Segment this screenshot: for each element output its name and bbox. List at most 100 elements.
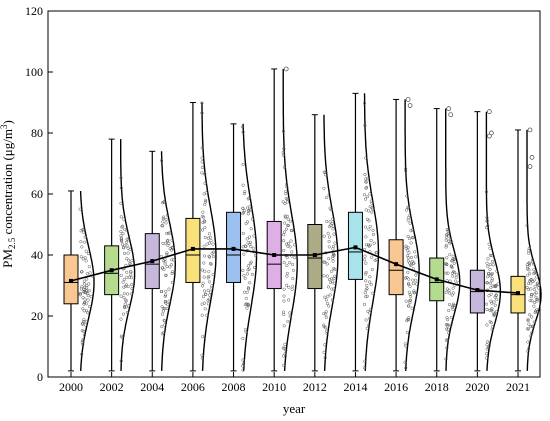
scatter-point-2004 xyxy=(165,231,169,235)
scatter-point-2016 xyxy=(405,330,409,335)
outlier-2018 xyxy=(448,112,454,118)
scatter-point-2014 xyxy=(371,291,375,295)
scatter-point-2016 xyxy=(409,255,414,260)
scatter-point-2010 xyxy=(293,243,297,247)
scatter-point-2000 xyxy=(82,287,86,291)
scatter-point-2018 xyxy=(444,338,448,342)
scatter-point-2010 xyxy=(288,245,292,249)
x-tick-label-2020: 2020 xyxy=(465,380,489,394)
scatter-point-2008 xyxy=(244,244,248,248)
scatter-point-2021 xyxy=(533,271,537,275)
scatter-point-2014 xyxy=(362,366,367,370)
scatter-point-2010 xyxy=(285,197,290,201)
scatter-point-2008 xyxy=(248,281,252,285)
scatter-point-2004 xyxy=(172,258,176,262)
scatter-point-2002 xyxy=(120,225,124,229)
scatter-point-2020 xyxy=(487,242,491,246)
scatter-point-2004 xyxy=(161,220,165,224)
scatter-point-2000 xyxy=(83,291,87,295)
density-curve-2012 xyxy=(323,114,339,371)
scatter-point-2004 xyxy=(170,258,174,262)
scatter-point-2004 xyxy=(165,252,169,256)
scatter-point-2008 xyxy=(246,212,250,216)
scatter-point-2021 xyxy=(529,334,533,338)
scatter-point-2021 xyxy=(528,272,532,276)
scatter-point-2014 xyxy=(364,235,368,239)
scatter-point-2004 xyxy=(163,323,167,327)
scatter-point-2002 xyxy=(119,359,123,363)
y-tick-label-60: 60 xyxy=(31,187,43,201)
scatter-point-2012 xyxy=(325,301,329,306)
y-tick-label-40: 40 xyxy=(31,248,43,262)
scatter-point-2000 xyxy=(83,297,87,301)
scatter-point-2018 xyxy=(445,346,449,350)
scatter-point-2010 xyxy=(283,221,287,225)
mean-marker-2016 xyxy=(394,262,399,267)
scatter-point-2006 xyxy=(203,307,207,311)
scatter-point-2004 xyxy=(171,270,175,274)
x-axis-label: year xyxy=(283,401,306,416)
scatter-point-2020 xyxy=(484,226,489,230)
scatter-point-2004 xyxy=(160,312,164,316)
scatter-point-2006 xyxy=(206,276,210,280)
scatter-point-2008 xyxy=(244,296,248,300)
scatter-point-2002 xyxy=(124,299,128,303)
scatter-point-2021 xyxy=(533,284,537,288)
scatter-point-2006 xyxy=(200,268,204,272)
scatter-point-2016 xyxy=(407,251,411,255)
scatter-layer xyxy=(78,68,542,372)
scatter-point-2021 xyxy=(530,293,534,297)
scatter-point-2002 xyxy=(126,304,131,308)
y-label-rest: concentration (μg/m xyxy=(0,129,15,238)
scatter-point-2021 xyxy=(530,331,534,335)
scatter-point-2021 xyxy=(532,278,536,282)
scatter-point-2021 xyxy=(530,260,534,264)
outlier-2020 xyxy=(487,109,492,115)
scatter-point-2010 xyxy=(282,230,287,234)
scatter-point-2002 xyxy=(123,251,127,256)
scatter-point-2018 xyxy=(445,232,449,237)
scatter-point-2008 xyxy=(252,234,256,238)
scatter-point-2010 xyxy=(282,239,286,243)
scatter-point-2002 xyxy=(121,232,125,236)
scatter-point-2018 xyxy=(444,290,448,294)
scatter-point-2016 xyxy=(410,306,414,310)
scatter-point-2020 xyxy=(494,309,499,313)
scatter-point-2008 xyxy=(246,241,250,245)
scatter-point-2006 xyxy=(207,241,212,245)
scatter-point-2014 xyxy=(370,206,374,210)
scatter-point-2020 xyxy=(489,299,493,303)
density-curve-2006 xyxy=(201,102,217,371)
scatter-point-2000 xyxy=(80,340,84,344)
scatter-point-2016 xyxy=(406,256,410,260)
scatter-point-2021 xyxy=(532,288,536,292)
scatter-point-2012 xyxy=(329,281,333,285)
scatter-point-2012 xyxy=(327,304,331,308)
scatter-point-2010 xyxy=(282,312,286,316)
scatter-point-2004 xyxy=(167,287,171,291)
y-label-sup: 3 xyxy=(0,124,9,129)
scatter-point-2000 xyxy=(82,279,86,283)
scatter-point-2006 xyxy=(206,236,210,240)
scatter-point-2000 xyxy=(82,333,86,337)
scatter-point-2010 xyxy=(282,299,286,303)
scatter-point-2014 xyxy=(367,227,371,231)
scatter-point-2002 xyxy=(126,251,130,255)
scatter-point-2016 xyxy=(412,261,416,265)
scatter-point-2000 xyxy=(84,302,88,306)
scatter-point-2006 xyxy=(201,335,205,339)
scatter-point-2018 xyxy=(444,271,448,275)
scatter-point-2012 xyxy=(333,274,337,278)
scatter-point-2008 xyxy=(248,235,252,239)
scatter-point-2021 xyxy=(532,268,536,272)
scatter-point-2014 xyxy=(364,156,368,160)
scatter-point-2010 xyxy=(285,274,289,278)
scatter-point-2012 xyxy=(323,356,327,360)
scatter-point-2016 xyxy=(405,275,409,280)
scatter-point-2010 xyxy=(285,283,289,287)
scatter-point-2008 xyxy=(242,192,246,196)
scatter-point-2008 xyxy=(249,245,253,249)
scatter-point-2020 xyxy=(493,295,497,299)
scatter-point-2021 xyxy=(529,295,533,299)
